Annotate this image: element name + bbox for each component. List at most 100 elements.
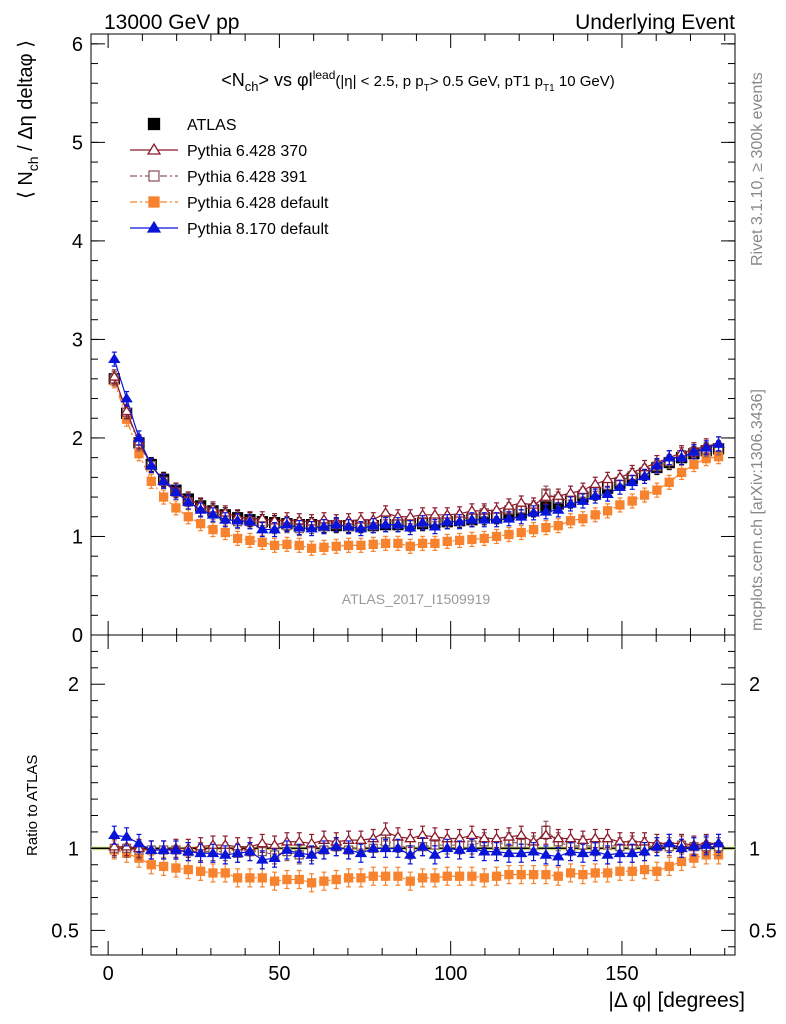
analysis-watermark: ATLAS_2017_I1509919 [342, 591, 491, 607]
title-part: T1 [543, 83, 555, 94]
data-point [405, 876, 415, 886]
data-point [256, 512, 269, 523]
data-point [182, 845, 195, 856]
legend-label: Pythia 6.428 default [187, 195, 329, 212]
data-point [195, 866, 206, 876]
data-point [331, 541, 341, 551]
data-point [256, 837, 269, 848]
data-point [232, 873, 243, 883]
data-point [576, 484, 590, 495]
data-point [491, 871, 502, 881]
data-point [145, 844, 158, 854]
data-point [132, 432, 146, 442]
data-point [245, 873, 255, 883]
data-point [169, 486, 183, 496]
data-point [183, 865, 193, 875]
data-point [120, 405, 133, 416]
data-point [379, 518, 392, 529]
data-point [638, 845, 651, 856]
x-tick-label: 100 [434, 963, 467, 985]
data-point [342, 844, 355, 854]
ratio-y-tick-label-right: 1 [749, 838, 760, 860]
data-point [515, 847, 528, 858]
data-point [479, 533, 489, 544]
series-pythia-8-170-default [108, 825, 725, 870]
data-point [182, 496, 195, 506]
data-point [404, 510, 417, 521]
legend-marker [146, 220, 162, 233]
ratio-y-tick-label-right: 0.5 [749, 920, 777, 942]
data-point [293, 521, 306, 532]
data-point [639, 865, 650, 875]
data-point [157, 475, 170, 486]
data-point [504, 869, 514, 880]
data-point [539, 848, 553, 859]
data-point [552, 490, 565, 500]
data-point [528, 524, 539, 535]
data-point [527, 506, 540, 517]
data-point [627, 496, 637, 506]
y-tick-label: 5 [72, 132, 83, 154]
data-point [663, 451, 676, 462]
data-point [578, 869, 588, 880]
data-point [391, 518, 405, 529]
data-point [589, 832, 602, 843]
data-point [663, 837, 676, 848]
data-point [502, 847, 516, 858]
ratio-y-tick-label: 0.5 [51, 920, 79, 942]
data-point [465, 842, 479, 853]
data-point [576, 495, 590, 505]
y-title-part: / Δη deltaφ ⟩ [15, 40, 37, 156]
main-plot-area [108, 351, 725, 556]
title-part: T [424, 83, 430, 94]
data-point [626, 847, 639, 858]
data-point [479, 873, 489, 883]
data-point [453, 844, 466, 854]
data-point [552, 850, 565, 861]
data-point [232, 533, 243, 544]
data-point [330, 840, 343, 851]
data-point [145, 459, 158, 470]
data-point [491, 531, 502, 542]
data-point [541, 522, 551, 533]
data-point [404, 832, 417, 843]
data-point [368, 871, 378, 881]
data-point [231, 514, 244, 525]
legend-label: Pythia 6.428 391 [187, 169, 307, 186]
data-point [380, 871, 391, 881]
data-point [613, 847, 627, 858]
y-tick-label: 6 [72, 34, 83, 56]
data-point [219, 513, 232, 524]
data-point [552, 832, 565, 843]
data-point [146, 476, 156, 486]
data-point [539, 829, 553, 840]
data-point [602, 868, 613, 878]
data-point [146, 860, 156, 870]
data-point [516, 527, 526, 538]
y-title-part: ⟨ N [15, 171, 37, 199]
data-point [294, 540, 304, 550]
data-point [356, 540, 366, 550]
y-tick-label: 4 [72, 231, 83, 253]
data-point [700, 839, 713, 849]
data-point [712, 837, 725, 848]
ratio-y-tick-label: 1 [68, 838, 79, 860]
data-point [465, 829, 479, 840]
x-axis-title: |Δ φ| [degrees] [608, 989, 745, 1012]
data-point [343, 873, 354, 883]
data-point [219, 848, 232, 859]
data-point [220, 868, 230, 878]
data-point [652, 485, 662, 495]
legend-item: ATLAS [147, 117, 237, 134]
data-point [132, 837, 146, 848]
title-part: lead [313, 68, 336, 82]
data-point [639, 490, 650, 500]
data-point [195, 519, 206, 529]
data-point [194, 503, 207, 514]
data-point [354, 834, 368, 844]
data-point [108, 829, 121, 840]
data-point [441, 842, 454, 853]
data-point [589, 845, 602, 856]
data-point [515, 829, 528, 840]
data-point [306, 543, 317, 553]
